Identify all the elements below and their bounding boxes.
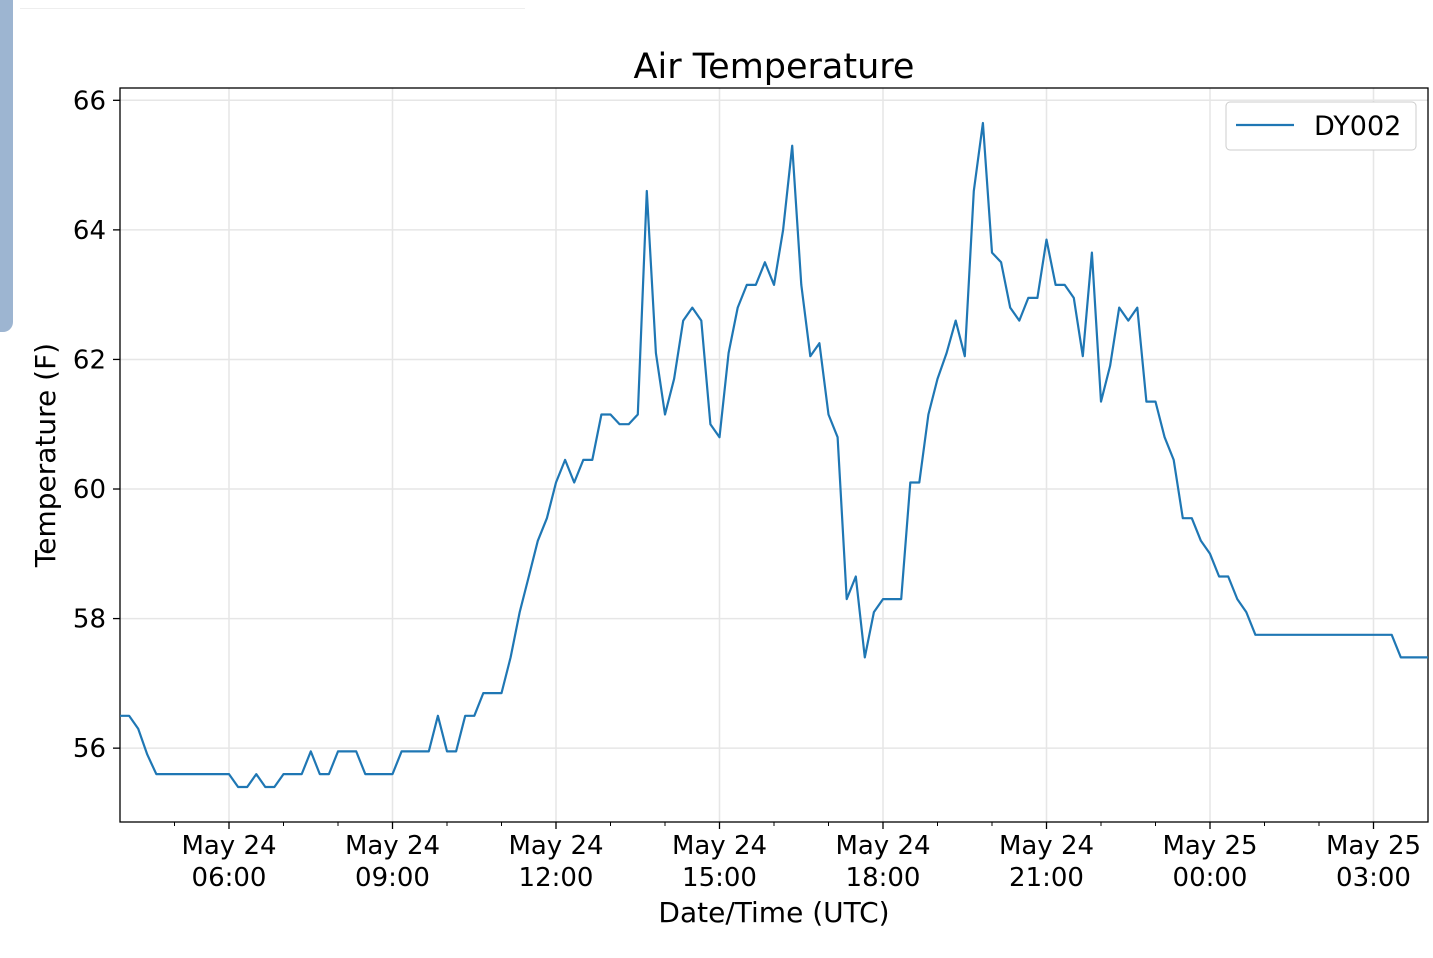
y-axis-label: Temperature (F) — [29, 343, 62, 568]
chart-title: Air Temperature — [634, 47, 915, 87]
x-tick-label-date: May 24 — [672, 831, 767, 861]
y-tick-label: 58 — [73, 605, 106, 635]
x-tick-label-date: May 24 — [835, 831, 930, 861]
y-tick-label: 60 — [73, 475, 106, 505]
y-tick-label: 56 — [73, 734, 106, 764]
y-tick-label: 62 — [73, 345, 106, 375]
x-tick-label-time: 09:00 — [355, 863, 430, 893]
side-panel-tab[interactable] — [0, 0, 13, 332]
x-tick-label-date: May 24 — [508, 831, 603, 861]
x-tick-label-date: May 24 — [181, 831, 276, 861]
divider — [20, 8, 525, 9]
x-tick-label-time: 18:00 — [846, 863, 921, 893]
x-tick-label-date: May 24 — [345, 831, 440, 861]
legend-box — [1225, 101, 1417, 151]
x-tick-label-time: 03:00 — [1336, 863, 1411, 893]
x-tick-label-date: May 25 — [1326, 831, 1421, 861]
plot-area-frame — [119, 87, 1429, 823]
y-tick-label: 64 — [73, 216, 106, 246]
x-tick-label-time: 06:00 — [192, 863, 267, 893]
x-tick-label-time: 15:00 — [682, 863, 757, 893]
x-tick-label-time: 12:00 — [519, 863, 594, 893]
x-tick-label-date: May 25 — [1162, 831, 1257, 861]
series-line-dy002 — [120, 121, 1428, 789]
x-tick-label-date: May 24 — [999, 831, 1094, 861]
grid — [120, 88, 1428, 822]
legend: DY002 — [1225, 101, 1417, 151]
x-tick-label-time: 00:00 — [1173, 863, 1248, 893]
x-axis-label: Date/Time (UTC) — [658, 896, 889, 929]
x-tick-label-time: 21:00 — [1009, 863, 1084, 893]
legend-label: DY002 — [1314, 111, 1401, 142]
y-tick-label: 66 — [73, 86, 106, 116]
